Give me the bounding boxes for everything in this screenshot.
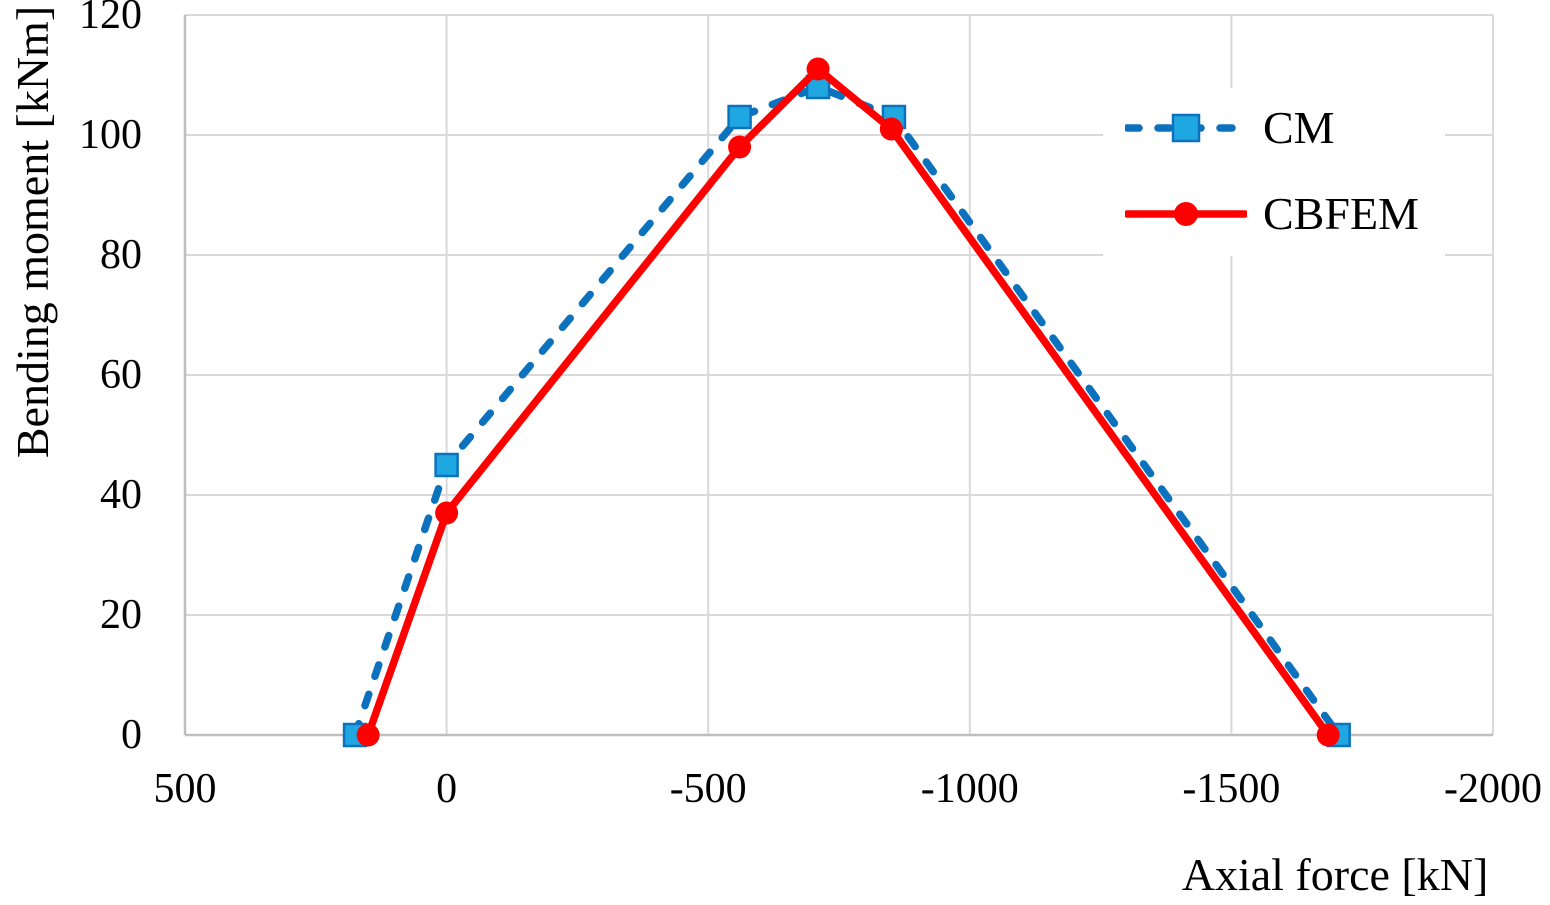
- cbfem-data-point-marker: [879, 117, 903, 141]
- cm-data-point-marker: [727, 104, 752, 130]
- legend: CM CBFEM: [1103, 88, 1445, 256]
- y-tick-label: 60: [100, 352, 142, 398]
- cbfem-data-point-marker: [806, 57, 830, 81]
- legend-item-cbfem: CBFEM: [1125, 182, 1419, 246]
- x-tick-label: -500: [669, 766, 747, 812]
- cm-data-point-marker: [434, 452, 459, 478]
- x-tick-label: -1000: [920, 766, 1019, 812]
- cbfem-data-point-marker: [435, 501, 459, 525]
- cbfem-line-sample: [1125, 202, 1247, 226]
- x-tick-label: 0: [436, 766, 458, 812]
- cm-line-sample: [1125, 113, 1247, 143]
- cbfem-data-point-marker: [1316, 723, 1340, 747]
- x-axis-title: Axial force [kN]: [1181, 849, 1489, 900]
- y-tick-label: 100: [79, 112, 142, 158]
- x-tick-label: -2000: [1444, 766, 1542, 812]
- y-tick-label: 80: [100, 232, 142, 278]
- legend-label-cbfem: CBFEM: [1263, 188, 1419, 239]
- cm-series-line: [351, 83, 1343, 739]
- y-tick-label: 20: [100, 592, 142, 638]
- x-tick-label: -1500: [1182, 766, 1281, 812]
- cbfem-data-point-marker: [356, 723, 380, 747]
- cbfem-series-line: [364, 65, 1332, 739]
- y-tick-label: 0: [121, 712, 142, 758]
- y-tick-label: 40: [100, 472, 142, 518]
- legend-item-cm: CM: [1125, 96, 1419, 160]
- cbfem-legend-marker: [1174, 202, 1198, 226]
- legend-label-cm: CM: [1263, 102, 1335, 153]
- y-tick-label: 120: [79, 0, 142, 38]
- cbfem-data-point-marker: [728, 135, 752, 159]
- cm-legend-marker: [1171, 113, 1201, 143]
- x-tick-label: 500: [153, 766, 217, 812]
